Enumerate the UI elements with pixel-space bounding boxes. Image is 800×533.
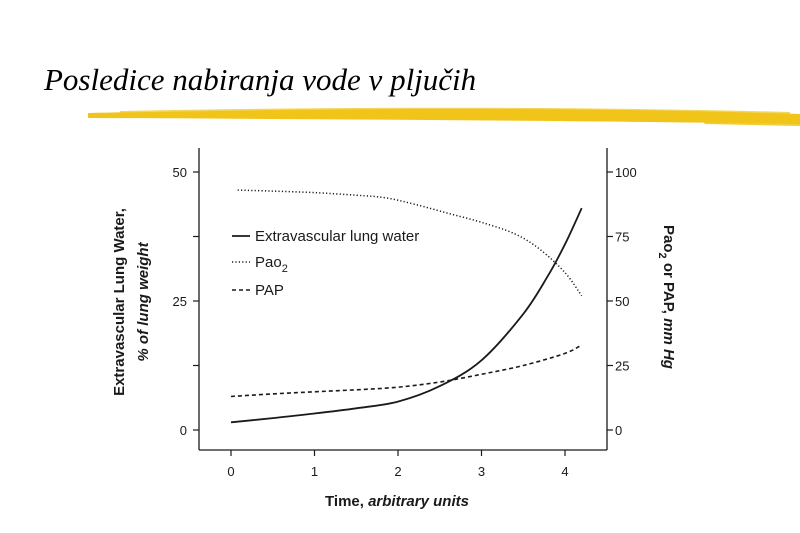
y-axis-right-title: Pao2 or PAP, mm Hg [656, 225, 677, 369]
y-right-tick-label: 25 [615, 359, 629, 374]
x-axis-title: Time, arbitrary units [325, 493, 469, 510]
legend-label-extravascular: Extravascular lung water [255, 228, 419, 245]
y-right-tick-label: 0 [615, 423, 622, 438]
x-tick-label: 1 [311, 464, 318, 479]
chart-series-layer [230, 189, 583, 424]
y-left-tick-label: 50 [173, 165, 187, 180]
x-tick-label: 2 [394, 464, 401, 479]
y-right-tick-label: 50 [615, 294, 629, 309]
y-axis-left-title-line2: % of lung weight [135, 241, 152, 361]
legend-label-pao2: Pao2 [255, 254, 288, 275]
series-line-0 [230, 207, 583, 424]
y-left-tick-label: 0 [180, 423, 187, 438]
x-tick-label: 0 [227, 464, 234, 479]
y-right-tick-label: 75 [615, 230, 629, 245]
slide-title: Posledice nabiranja vode v pljučih [44, 62, 477, 97]
y-right-tick-label: 100 [615, 165, 637, 180]
legend-label-pap: PAP [255, 282, 284, 299]
y-axis-left-title-line1: Extravascular Lung Water, [111, 208, 128, 396]
series-line-2 [230, 344, 583, 398]
series-line-1 [237, 189, 583, 297]
chart-axes: 0 1 2 3 4 0 25 50 0 25 50 75 100 [173, 148, 637, 479]
y-left-tick-label: 25 [173, 294, 187, 309]
legend: Extravascular lung water Pao2 PAP [232, 228, 419, 299]
x-tick-label: 3 [478, 464, 485, 479]
x-tick-label: 4 [561, 464, 568, 479]
